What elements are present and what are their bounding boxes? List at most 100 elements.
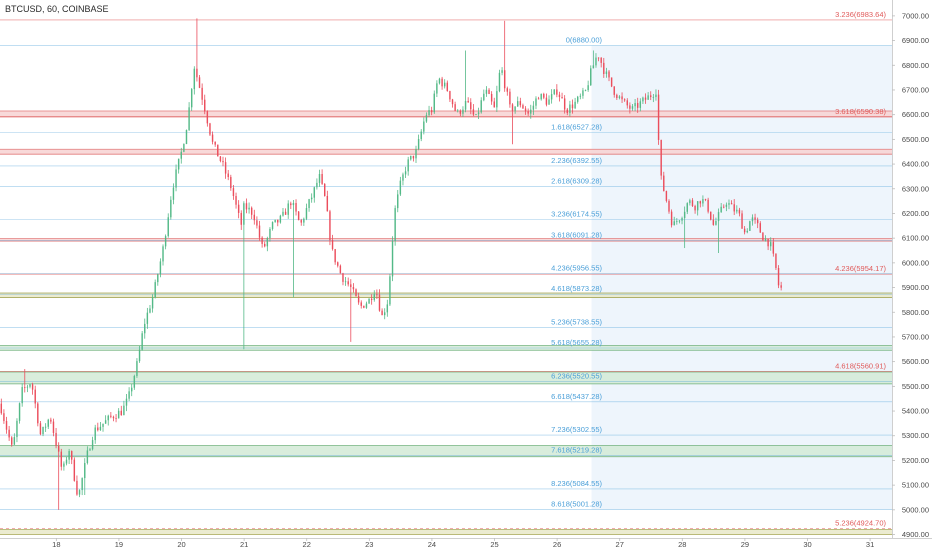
candle-body bbox=[3, 413, 5, 422]
candle-body bbox=[18, 403, 21, 421]
candle-body bbox=[157, 274, 159, 283]
candle-body bbox=[300, 220, 302, 223]
time-tick-label: 19 bbox=[115, 540, 123, 549]
price-zone bbox=[0, 238, 892, 242]
price-tick-label: 5600.00 bbox=[902, 357, 929, 366]
candle-body bbox=[733, 204, 735, 212]
candle-body bbox=[102, 423, 104, 427]
candle-body bbox=[673, 221, 675, 226]
candle-body bbox=[728, 203, 730, 205]
price-axis[interactable]: 7000.00 6900.00 6800.00 6700.00 6600.00 6500.… bbox=[892, 11, 929, 539]
fib-level-label: 7.618(5219.28) bbox=[551, 446, 602, 455]
candle-body bbox=[605, 71, 608, 74]
candle-body bbox=[373, 294, 375, 300]
candle-body bbox=[42, 426, 44, 435]
candle-body bbox=[52, 421, 55, 433]
candle-body bbox=[451, 99, 454, 105]
price-tick-label: 5100.00 bbox=[902, 481, 929, 490]
candle-body bbox=[558, 94, 561, 98]
candle-body bbox=[297, 211, 300, 221]
candle-body bbox=[13, 437, 16, 445]
candle-body bbox=[112, 416, 115, 419]
levels-layer bbox=[0, 19, 892, 529]
candle-body bbox=[86, 450, 89, 464]
candle-body bbox=[21, 387, 23, 404]
candle-body bbox=[563, 98, 566, 110]
candle-body bbox=[164, 236, 167, 247]
time-tick-label: 31 bbox=[866, 540, 874, 549]
candle-body bbox=[313, 187, 316, 198]
candle-body bbox=[519, 101, 522, 106]
candle-body bbox=[185, 129, 188, 145]
candle-body bbox=[417, 139, 420, 150]
candle-body bbox=[204, 99, 206, 112]
candle-body bbox=[159, 261, 162, 275]
price-tick-label: 6900.00 bbox=[902, 36, 929, 45]
candle-body bbox=[545, 97, 548, 105]
candle-body bbox=[548, 99, 550, 105]
candle-body bbox=[634, 103, 636, 107]
candle-body bbox=[125, 398, 128, 406]
candle-body bbox=[326, 195, 329, 212]
candle-body bbox=[97, 427, 99, 431]
candle-body bbox=[616, 94, 618, 99]
candle-body bbox=[94, 427, 96, 441]
candle-body bbox=[378, 294, 381, 311]
candle-body bbox=[683, 211, 686, 219]
candle-body bbox=[587, 85, 589, 91]
candle-body bbox=[668, 200, 670, 212]
price-tick-label: 6600.00 bbox=[902, 110, 929, 119]
candle-body bbox=[24, 387, 26, 388]
candle-body bbox=[574, 101, 576, 109]
time-tick-label: 29 bbox=[741, 540, 749, 549]
candle-body bbox=[608, 71, 610, 78]
candle-body bbox=[655, 94, 657, 97]
candle-body bbox=[441, 78, 443, 87]
candle-body bbox=[355, 289, 357, 297]
candle-body bbox=[310, 197, 313, 200]
candle-body bbox=[350, 284, 352, 288]
candle-body bbox=[81, 478, 83, 491]
candle-body bbox=[636, 103, 639, 108]
candle-body bbox=[170, 199, 172, 218]
candle-body bbox=[699, 201, 702, 204]
candle-body bbox=[342, 273, 344, 282]
candle-body bbox=[151, 297, 154, 309]
candle-body bbox=[78, 490, 81, 495]
extension-level-label: 3.236(6983.64) bbox=[835, 10, 886, 19]
candle-body bbox=[274, 219, 276, 223]
candle-body bbox=[754, 217, 756, 220]
time-tick-label: 20 bbox=[177, 540, 185, 549]
candle-body bbox=[282, 211, 284, 216]
candle-body bbox=[193, 68, 196, 90]
time-axis[interactable]: 18 19 20 21 22 23 24 25 26 27 28 29 30 31 bbox=[52, 538, 874, 549]
price-tick-label: 6300.00 bbox=[902, 184, 929, 193]
candle-body bbox=[670, 211, 673, 226]
candle-body bbox=[324, 183, 326, 196]
candle-body bbox=[738, 209, 741, 214]
candle-body bbox=[530, 109, 532, 114]
candle-body bbox=[770, 242, 772, 247]
candle-body bbox=[764, 238, 767, 241]
candle-body bbox=[279, 215, 282, 223]
candle-body bbox=[250, 207, 253, 215]
fib-level-label: 2.618(6309.28) bbox=[551, 176, 602, 185]
candle-body bbox=[8, 429, 10, 438]
candle-body bbox=[201, 87, 203, 100]
candle-body bbox=[144, 323, 146, 334]
price-tick-label: 5800.00 bbox=[902, 308, 929, 317]
time-tick-label: 23 bbox=[365, 540, 373, 549]
candle-body bbox=[449, 91, 451, 100]
candle-body bbox=[629, 105, 631, 109]
candle-body bbox=[597, 57, 600, 59]
candle-body bbox=[331, 240, 334, 250]
candle-body bbox=[136, 361, 138, 376]
candle-body bbox=[107, 415, 109, 421]
candle-body bbox=[209, 123, 211, 135]
candle-body bbox=[462, 109, 464, 114]
candle-body bbox=[470, 102, 472, 110]
candle-body bbox=[57, 445, 60, 452]
candle-body bbox=[410, 155, 412, 160]
candle-body bbox=[50, 419, 52, 422]
